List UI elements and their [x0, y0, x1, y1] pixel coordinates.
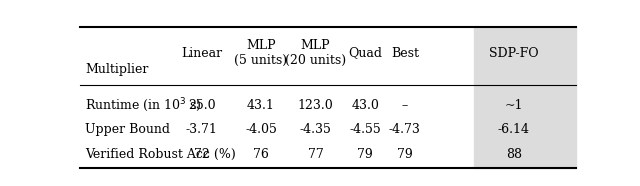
Text: 43.1: 43.1 [247, 99, 275, 112]
Text: 79: 79 [397, 147, 413, 161]
Text: Quad: Quad [348, 47, 382, 60]
Text: 77: 77 [308, 147, 323, 161]
Text: Best: Best [391, 47, 419, 60]
Text: SDP-FO: SDP-FO [489, 47, 539, 60]
Text: 72: 72 [194, 147, 209, 161]
Text: -6.14: -6.14 [498, 123, 530, 136]
Text: MLP
(20 units): MLP (20 units) [285, 39, 346, 67]
Bar [474, 27, 576, 168]
Text: Verified Robust Acc (%): Verified Robust Acc (%) [85, 147, 236, 161]
Text: -4.35: -4.35 [300, 123, 332, 136]
Text: 76: 76 [253, 147, 269, 161]
Text: -4.55: -4.55 [349, 123, 381, 136]
Text: ~1: ~1 [505, 99, 524, 112]
Text: -4.73: -4.73 [389, 123, 421, 136]
Text: MLP
(5 units): MLP (5 units) [234, 39, 287, 67]
Text: Upper Bound: Upper Bound [85, 123, 170, 136]
Text: 88: 88 [506, 147, 522, 161]
Text: -3.71: -3.71 [186, 123, 218, 136]
Text: Linear: Linear [181, 47, 222, 60]
Text: 43.0: 43.0 [351, 99, 379, 112]
Text: 79: 79 [357, 147, 373, 161]
Text: -4.05: -4.05 [245, 123, 277, 136]
Text: Runtime (in 10$^3$ s): Runtime (in 10$^3$ s) [85, 97, 202, 114]
Text: 123.0: 123.0 [298, 99, 333, 112]
Text: Multiplier: Multiplier [85, 63, 148, 76]
Text: 25.0: 25.0 [188, 99, 215, 112]
Text: –: – [402, 99, 408, 112]
